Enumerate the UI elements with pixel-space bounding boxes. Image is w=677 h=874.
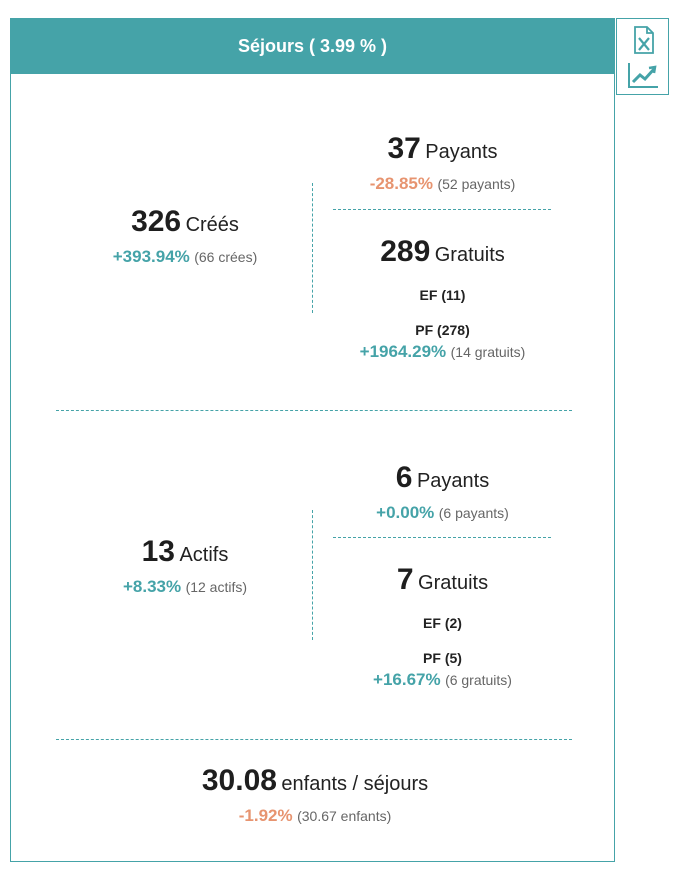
created-label: Créés: [185, 214, 239, 236]
active-divider: [312, 510, 313, 640]
section-divider-1: [56, 410, 572, 411]
active-free: 7 Gratuits EF (2) PF (5) +16.67% (6 grat…: [320, 561, 565, 692]
active-paying-note: (6 payants): [438, 505, 509, 521]
created-free-delta: +1964.29%: [359, 342, 447, 361]
created-free: 289 Gratuits EF (11) PF (278) +1964.29% …: [320, 233, 565, 364]
created-paying-count: 37: [387, 132, 421, 165]
active-free-delta: +16.67%: [373, 670, 441, 689]
created-free-pf: PF (278): [415, 322, 470, 338]
active-paying: 6 Payants +0.00% (6 payants): [320, 459, 565, 525]
children-count: 30.08: [201, 764, 277, 797]
created-paying-note: (52 payants): [437, 176, 516, 192]
created-paying: 37 Payants -28.85% (52 payants): [320, 130, 565, 196]
active-label: Actifs: [179, 544, 229, 566]
created-delta: +393.94%: [112, 247, 190, 266]
active-free-pf: PF (5): [423, 650, 462, 666]
active-summary: 13 Actifs +8.33% (12 actifs): [60, 533, 310, 599]
excel-file-icon[interactable]: [626, 25, 660, 55]
active-paying-divider: [333, 537, 551, 538]
created-free-note: (14 gratuits): [450, 344, 526, 360]
created-free-count: 289: [380, 235, 431, 268]
sejours-card: Séjours ( 3.99 % ): [10, 18, 615, 862]
created-paying-divider: [333, 209, 551, 210]
active-free-label: Gratuits: [418, 572, 489, 594]
created-paying-delta: -28.85%: [369, 174, 434, 193]
active-paying-label: Payants: [416, 470, 490, 492]
children-delta: -1.92%: [238, 806, 293, 825]
card-title: Séjours ( 3.99 % ): [237, 36, 388, 56]
created-summary: 326 Créés +393.94% (66 crées): [60, 203, 310, 269]
created-note: (66 crées): [194, 249, 258, 265]
active-count: 13: [141, 535, 175, 568]
active-paying-count: 6: [395, 461, 413, 494]
section-divider-2: [56, 739, 572, 740]
active-delta: +8.33%: [122, 577, 182, 596]
active-free-ef: EF (2): [423, 615, 462, 631]
active-free-note: (6 gratuits): [445, 672, 512, 688]
children-label: enfants / séjours: [281, 773, 429, 795]
side-toolbar: [616, 18, 669, 95]
children-note: (30.67 enfants): [297, 808, 392, 824]
active-paying-delta: +0.00%: [376, 503, 435, 522]
created-free-ef: EF (11): [419, 287, 466, 303]
active-free-count: 7: [396, 563, 414, 596]
created-divider: [312, 183, 313, 313]
created-paying-label: Payants: [425, 141, 498, 163]
trend-chart-icon[interactable]: [626, 60, 660, 90]
created-count: 326: [131, 205, 182, 238]
children-summary: 30.08 enfants / séjours -1.92% (30.67 en…: [60, 762, 570, 828]
created-free-label: Gratuits: [434, 244, 505, 266]
active-note: (12 actifs): [185, 579, 248, 595]
card-header: Séjours ( 3.99 % ): [11, 19, 614, 74]
